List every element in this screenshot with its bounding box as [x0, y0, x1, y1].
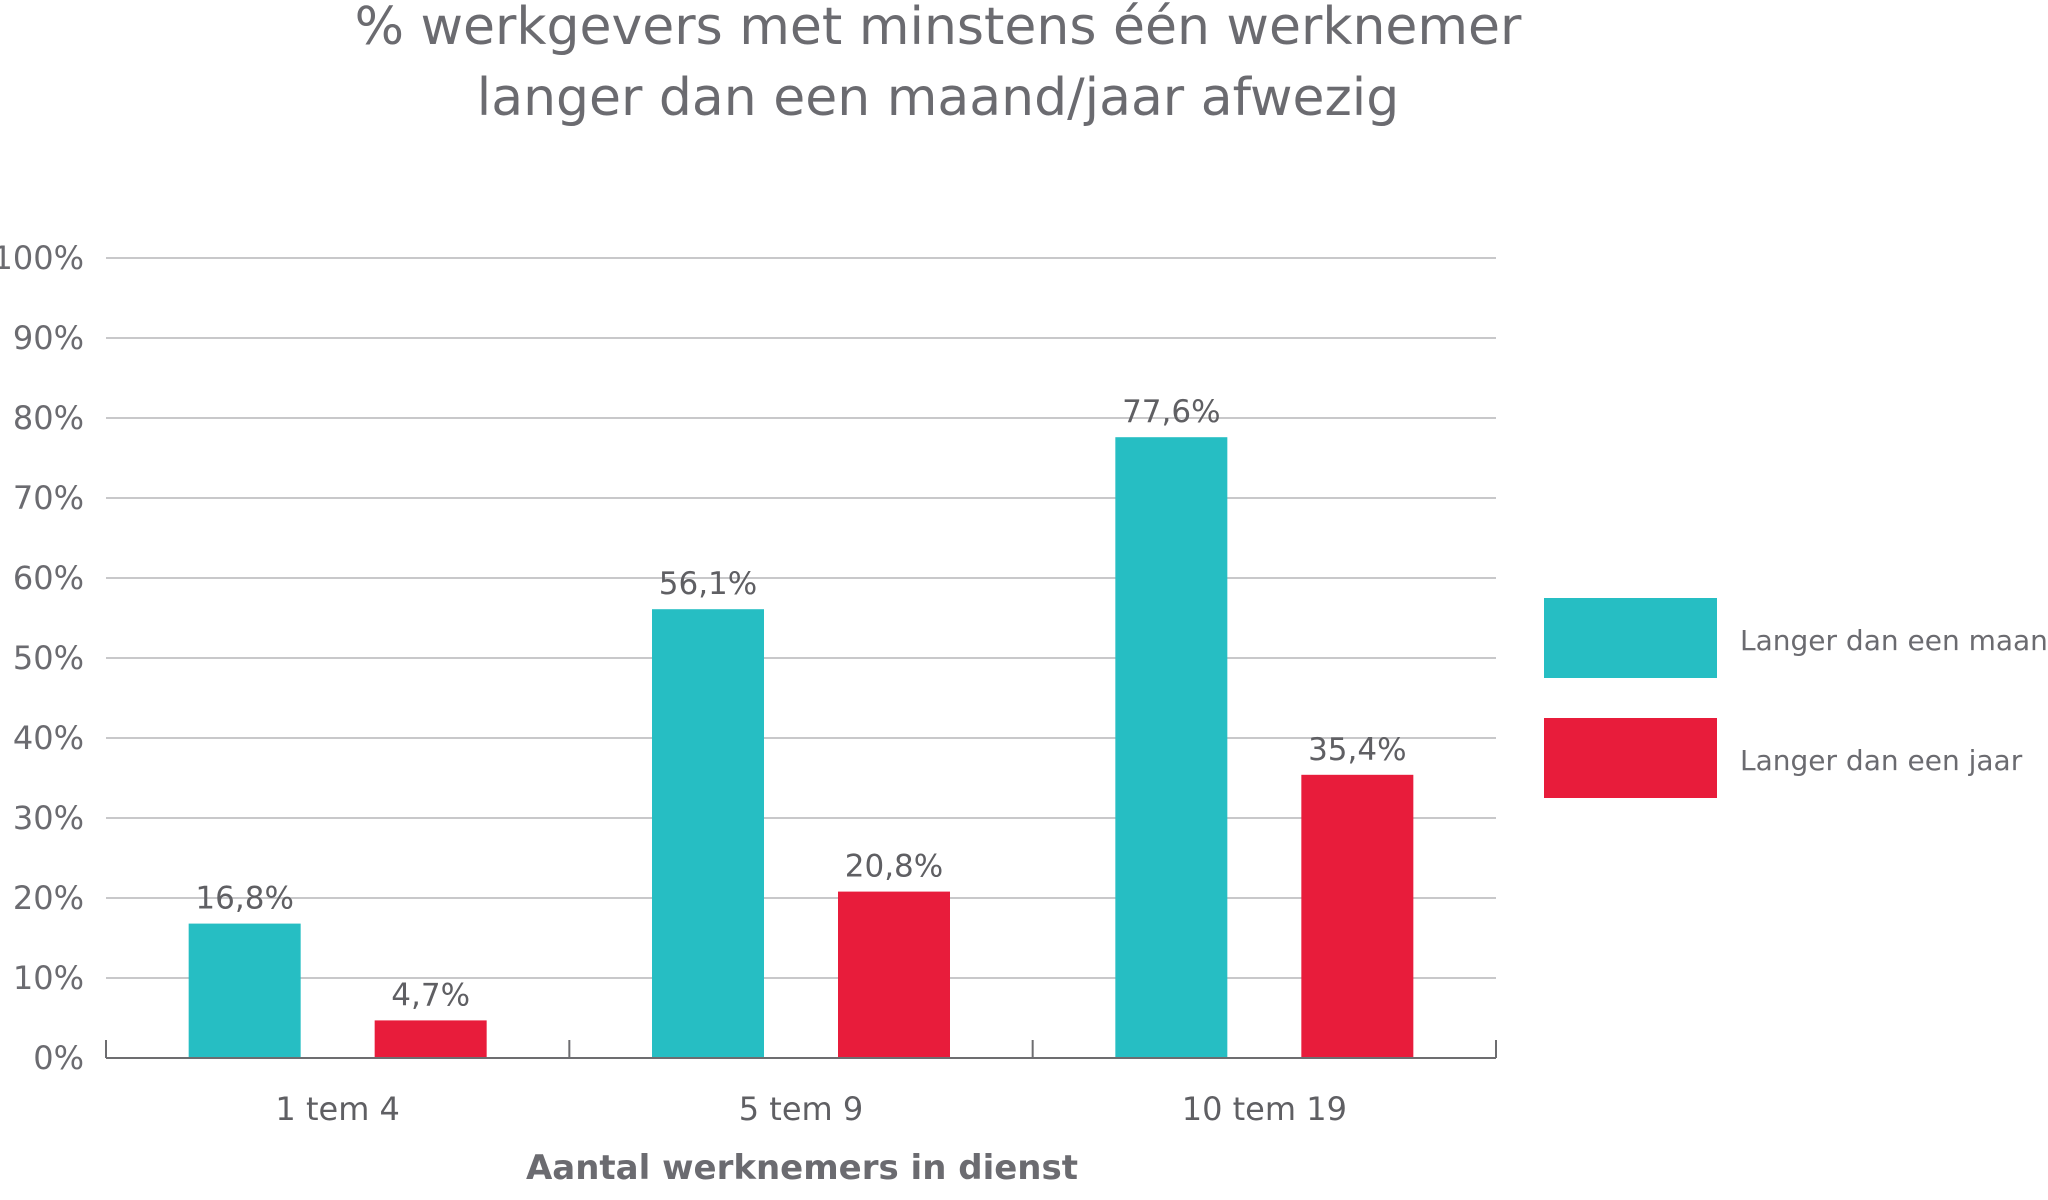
x-category-label: 10 tem 19: [1182, 1090, 1347, 1128]
y-tick-label: 100%: [0, 239, 84, 277]
x-axis-title: Aantal werknemers in dienst: [526, 1148, 1078, 1188]
y-tick-label: 80%: [13, 399, 84, 437]
y-tick-label: 60%: [13, 559, 84, 597]
bars: [188, 437, 1414, 1058]
bar-maand: [652, 609, 764, 1058]
bar-value-label: 4,7%: [391, 977, 470, 1013]
legend-label: Langer dan een maand: [1740, 624, 2048, 657]
bar-value-label: 77,6%: [1122, 394, 1220, 430]
bar-jaar: [1301, 774, 1414, 1058]
legend-swatch-jaar: [1544, 718, 1717, 798]
x-category-label: 1 tem 4: [275, 1090, 399, 1128]
legend-label: Langer dan een jaar: [1740, 744, 2023, 777]
value-labels: 16,8% 4,7% 56,1% 20,8% 77,6% 35,4%: [195, 394, 1406, 1013]
y-tick-label: 90%: [13, 319, 84, 357]
bar-value-label: 35,4%: [1308, 732, 1406, 768]
y-tick-label: 0%: [33, 1039, 84, 1077]
y-tick-label: 20%: [13, 879, 84, 917]
y-tick-label: 40%: [13, 719, 84, 757]
legend-swatch-maand: [1544, 598, 1717, 678]
x-axis: 1 tem 4 5 tem 9 10 tem 19: [105, 1040, 1497, 1128]
y-tick-label: 30%: [13, 799, 84, 837]
gridlines: [106, 257, 1496, 979]
y-tick-label: 50%: [13, 639, 84, 677]
bar-jaar: [838, 891, 950, 1058]
bar-maand: [1115, 437, 1228, 1058]
chart-subtitle: langer dan een maand/jaar afwezig: [477, 68, 1400, 128]
bar-maand: [188, 923, 301, 1058]
y-tick-label: 10%: [13, 959, 84, 997]
legend: Langer dan een maand Langer dan een jaar: [1544, 598, 2048, 798]
y-tick-label: 70%: [13, 479, 84, 517]
bar-value-label: 16,8%: [195, 881, 293, 917]
bar-value-label: 56,1%: [659, 566, 757, 602]
y-axis: 0% 10% 20% 30% 40% 50% 60% 70% 80% 90% 100%: [0, 239, 84, 1077]
x-category-label: 5 tem 9: [739, 1090, 863, 1128]
bar-value-label: 20,8%: [845, 849, 943, 885]
chart-title: % werkgevers met minstens één werknemer: [355, 0, 1522, 57]
bar-jaar: [374, 1020, 487, 1058]
